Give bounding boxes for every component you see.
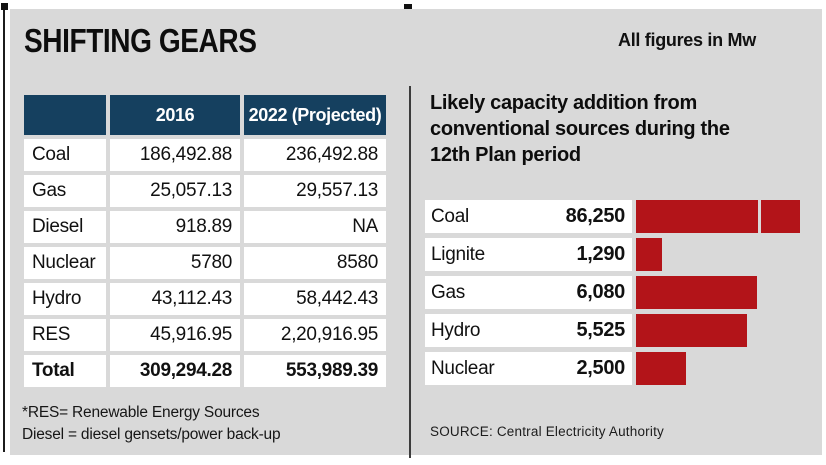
table-row: RES 45,916.95 2,20,916.95 xyxy=(24,319,386,351)
bar-value: 86,250 xyxy=(565,205,626,227)
chart-title: Likely capacity addition from convention… xyxy=(430,92,730,166)
row-label: RES xyxy=(24,319,106,351)
capacity-table: 2016 2022 (Projected) Coal 186,492.88 23… xyxy=(20,91,390,391)
bar-segment xyxy=(636,314,747,347)
column-header-blank xyxy=(24,95,106,135)
bar-segment xyxy=(636,352,686,385)
bar-label-box: Lignite 1,290 xyxy=(425,238,632,271)
value-2022: 2,20,916.95 xyxy=(244,319,386,351)
bar-segment xyxy=(636,238,662,271)
bar-row: Lignite 1,290 xyxy=(425,238,817,271)
bar-label-box: Coal 86,250 xyxy=(425,200,632,233)
value-2022: NA xyxy=(244,211,386,243)
bar-value: 1,290 xyxy=(576,243,625,265)
bar-row: Coal 86,250 xyxy=(425,200,817,233)
bar-label: Lignite xyxy=(431,243,485,265)
value-2016: 918.89 xyxy=(110,211,240,243)
value-2022: 58,442.43 xyxy=(244,283,386,315)
value-2016: 43,112.43 xyxy=(110,283,240,315)
capacity-table-header: 2016 2022 (Projected) xyxy=(24,95,386,135)
value-2022: 236,492.88 xyxy=(244,139,386,171)
bar-segment xyxy=(636,200,758,233)
value-2016: 5780 xyxy=(110,247,240,279)
crop-marker-top-center xyxy=(404,4,412,13)
bar-row: Gas 6,080 xyxy=(425,276,817,309)
table-row: Coal 186,492.88 236,492.88 xyxy=(24,139,386,171)
row-label: Hydro xyxy=(24,283,106,315)
table-row: Gas 25,057.13 29,557.13 xyxy=(24,175,386,207)
bar-value: 6,080 xyxy=(576,281,625,303)
footnote-res: *RES= Renewable Energy Sources xyxy=(22,404,260,421)
bar-label: Hydro xyxy=(431,319,481,341)
row-label: Gas xyxy=(24,175,106,207)
bar-row: Nuclear 2,500 xyxy=(425,352,817,385)
source-note: SOURCE: Central Electricity Authority xyxy=(430,424,664,439)
crop-marker-top-left xyxy=(1,3,8,10)
table-footnotes: *RES= Renewable Energy Sources Diesel = … xyxy=(22,402,281,446)
bar-label: Gas xyxy=(431,281,465,303)
row-label: Diesel xyxy=(24,211,106,243)
bar-segment xyxy=(761,200,800,233)
value-2016: 309,294.28 xyxy=(110,355,240,387)
table-row: Hydro 43,112.43 58,442.43 xyxy=(24,283,386,315)
bar-label: Nuclear xyxy=(431,357,495,379)
bar-label-box: Hydro 5,525 xyxy=(425,314,632,347)
bar-value: 5,525 xyxy=(576,319,625,341)
table-row: Nuclear 5780 8580 xyxy=(24,247,386,279)
column-header-2022: 2022 (Projected) xyxy=(244,95,386,135)
bar-label-box: Nuclear 2,500 xyxy=(425,352,632,385)
units-note: All figures in Mw xyxy=(618,30,756,50)
bar-value: 2,500 xyxy=(576,357,625,379)
row-label: Nuclear xyxy=(24,247,106,279)
value-2022: 553,989.39 xyxy=(244,355,386,387)
bar-row: Hydro 5,525 xyxy=(425,314,817,347)
capacity-table-body: Coal 186,492.88 236,492.88 Gas 25,057.13… xyxy=(24,139,386,387)
bar-chart: Coal 86,250 Lignite 1,290 Gas 6,080 Hydr… xyxy=(425,200,817,390)
footnote-diesel: Diesel = diesel gensets/power back-up xyxy=(22,426,281,443)
row-label: Total xyxy=(24,355,106,387)
value-2016: 186,492.88 xyxy=(110,139,240,171)
panel-divider xyxy=(409,86,411,458)
value-2022: 8580 xyxy=(244,247,386,279)
left-border-line xyxy=(3,4,5,452)
bar-segment xyxy=(636,276,757,309)
value-2022: 29,557.13 xyxy=(244,175,386,207)
table-row: Total 309,294.28 553,989.39 xyxy=(24,355,386,387)
table-row: Diesel 918.89 NA xyxy=(24,211,386,243)
page-title: SHIFTING GEARS xyxy=(24,22,257,59)
value-2016: 45,916.95 xyxy=(110,319,240,351)
value-2016: 25,057.13 xyxy=(110,175,240,207)
row-label: Coal xyxy=(24,139,106,171)
bar-label: Coal xyxy=(431,205,469,227)
column-header-2016: 2016 xyxy=(110,95,240,135)
bar-label-box: Gas 6,080 xyxy=(425,276,632,309)
